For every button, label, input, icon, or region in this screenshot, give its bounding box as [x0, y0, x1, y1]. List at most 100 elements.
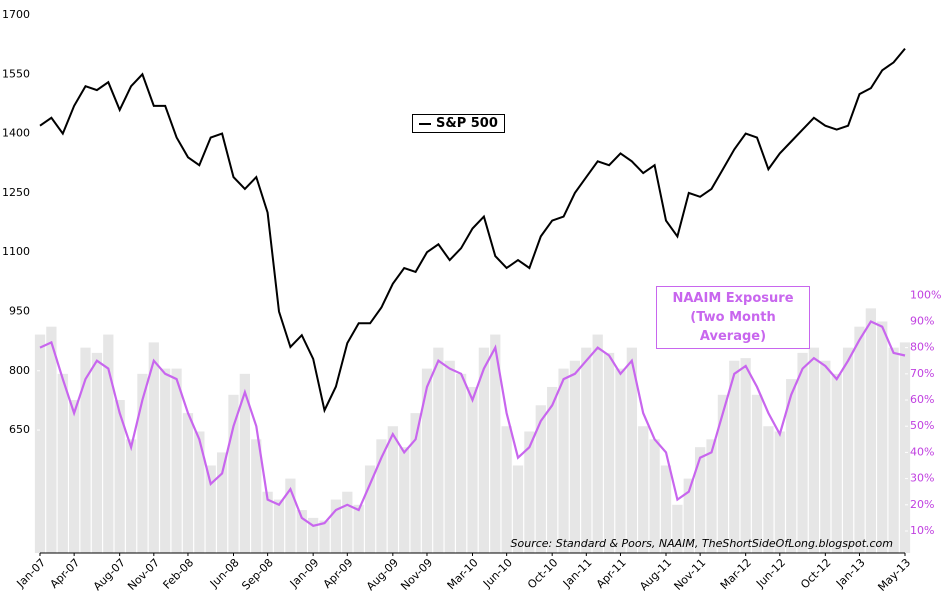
bar [410, 413, 421, 553]
bar [501, 426, 512, 553]
bar [330, 499, 342, 553]
bar [512, 465, 524, 553]
bar [729, 360, 740, 553]
x-tick-label: Aug-07 [91, 556, 128, 593]
y2-tick-label: 30% [910, 472, 934, 485]
y2-tick-label: 40% [910, 445, 934, 458]
x-tick-label: Jan-11 [560, 556, 595, 591]
bar [194, 431, 205, 553]
y2-tick-label: 80% [910, 341, 934, 354]
x-tick-label: Apr-09 [321, 556, 356, 591]
legend-naaim: NAAIM Exposure (Two Month Average) [656, 286, 810, 349]
bar [649, 439, 660, 553]
x-tick-label: Jun-12 [753, 556, 788, 591]
bar [797, 352, 808, 553]
y2-tick-label: 90% [910, 314, 934, 327]
bar [421, 368, 433, 553]
bar [376, 439, 387, 553]
bar [444, 360, 455, 553]
bar [660, 465, 672, 553]
bar [547, 386, 558, 553]
bar [535, 405, 546, 553]
bar [638, 426, 649, 553]
legend-sp500: S&P 500 [412, 114, 505, 133]
y2-tick-label: 60% [910, 393, 934, 406]
bar [854, 326, 865, 553]
bar [558, 368, 569, 553]
bar [831, 373, 842, 553]
bar [205, 465, 216, 553]
y-tick-label: 1100 [2, 245, 30, 258]
bar [114, 400, 125, 553]
bar [171, 368, 182, 553]
x-tick-label: Nov-11 [672, 556, 709, 593]
y2-tick-label: 100% [910, 288, 941, 301]
bar [285, 478, 296, 553]
bar [148, 342, 159, 553]
bar [353, 504, 364, 553]
x-tick-label: Mar-10 [445, 556, 481, 592]
bar [717, 394, 729, 553]
bar [137, 373, 148, 553]
bar [899, 342, 911, 553]
x-tick-label: Jun-10 [480, 556, 515, 591]
y2-tick-label: 20% [910, 498, 934, 511]
bar [296, 510, 307, 553]
bar [786, 379, 797, 553]
x-tick-label: Jan-09 [287, 556, 322, 591]
x-tick-label: Jan-13 [833, 556, 868, 591]
y-tick-label: 800 [9, 364, 30, 377]
bar [34, 334, 46, 553]
x-tick-label: Apr-11 [594, 556, 629, 591]
bar [80, 347, 91, 553]
bar [603, 352, 615, 553]
bar [46, 326, 57, 553]
y-tick-label: 1250 [2, 186, 30, 199]
bar [273, 499, 285, 553]
bar [865, 308, 876, 553]
y-tick-label: 1400 [2, 127, 30, 140]
x-tick-label: Jan-07 [14, 556, 49, 591]
bar [399, 447, 410, 553]
bar [478, 347, 490, 553]
x-tick-label: Nov-07 [125, 556, 162, 593]
bar [672, 504, 683, 553]
source-annotation: Source: Standard & Poors, NAAIM, TheShor… [511, 537, 893, 550]
x-tick-label: Oct-10 [525, 556, 560, 591]
legend-label: S&P 500 [436, 116, 498, 131]
x-tick-label: May-13 [875, 556, 913, 594]
bar [91, 352, 103, 553]
bar [569, 360, 581, 553]
bar [740, 358, 751, 553]
bar [387, 426, 398, 553]
bar [626, 347, 637, 553]
bar [228, 394, 239, 553]
bar [592, 334, 603, 553]
bar [160, 368, 171, 553]
bar [763, 426, 774, 553]
bar [820, 360, 831, 553]
bar [581, 347, 592, 553]
legend-swatch [419, 122, 431, 125]
bar [251, 439, 262, 553]
bar [842, 347, 854, 553]
y2-tick-label: 70% [910, 367, 934, 380]
bar [888, 347, 899, 553]
x-tick-label: Jun-08 [207, 556, 242, 591]
x-tick-label: Sep-08 [239, 556, 276, 593]
y2-tick-label: 50% [910, 419, 934, 432]
bar [751, 394, 763, 553]
bar [455, 373, 467, 553]
bar [683, 478, 694, 553]
bar [467, 386, 478, 553]
bar [262, 491, 273, 553]
y2-tick-label: 10% [910, 524, 934, 537]
bar [216, 452, 228, 553]
y-tick-label: 1700 [2, 8, 30, 21]
bar [57, 373, 68, 553]
x-tick-label: Aug-09 [364, 556, 401, 593]
x-tick-label: Apr-07 [48, 556, 83, 591]
y-tick-label: 950 [9, 304, 30, 317]
bar [69, 400, 80, 553]
